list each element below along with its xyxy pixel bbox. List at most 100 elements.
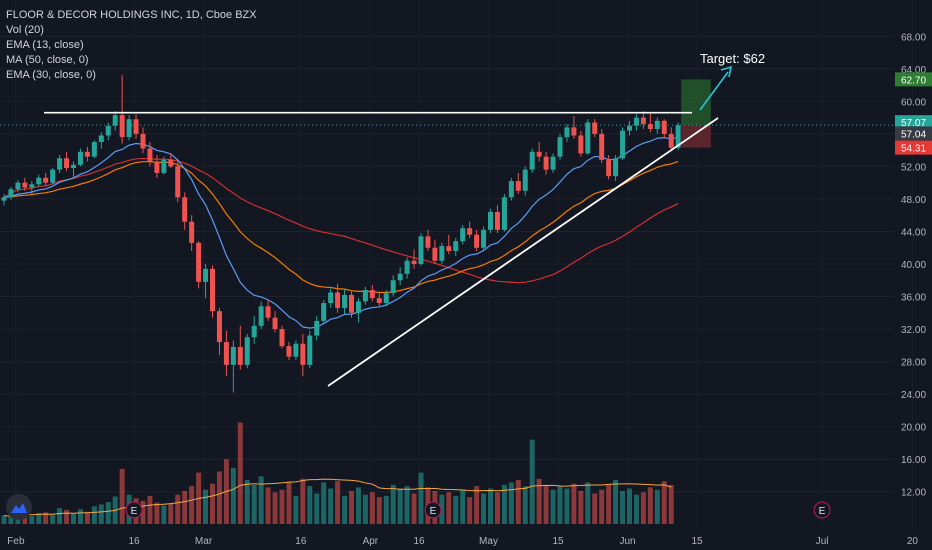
chart-legend: FLOOR & DECOR HOLDINGS INC, 1D, Cboe BZX…	[6, 8, 257, 83]
volume-bar	[1, 515, 7, 524]
volume-bar	[57, 508, 63, 524]
price-badge	[895, 126, 932, 141]
volume-bar	[8, 517, 14, 524]
volume-bar	[515, 480, 521, 524]
indicator-ma50[interactable]: MA (50, close, 0)	[6, 54, 89, 66]
candle-body	[29, 184, 35, 188]
candle-body	[675, 125, 681, 148]
price-axis[interactable]: 68.0064.0060.0056.0052.0048.0044.0040.00…	[901, 32, 926, 498]
candle-body	[654, 120, 660, 129]
volume-bar	[251, 484, 257, 524]
price-badge	[895, 140, 932, 155]
volume-bar	[244, 480, 250, 524]
candle-body	[126, 119, 132, 138]
candle-body	[647, 124, 653, 129]
volume-bar	[557, 486, 563, 524]
target-arrow-head-icon	[720, 65, 733, 78]
candle-body	[272, 317, 278, 330]
volume-bar	[620, 491, 626, 524]
candle-body	[314, 320, 320, 336]
candle-body	[460, 228, 466, 242]
volume-bar	[98, 504, 104, 524]
candle-body	[258, 306, 264, 326]
candle-body	[508, 181, 514, 198]
candle-body	[418, 236, 424, 264]
time-axis-label: 15	[691, 536, 703, 547]
candle-body	[439, 246, 445, 261]
candle-body	[620, 130, 626, 159]
candle-body	[668, 133, 674, 148]
price-axis-label: 36.00	[901, 293, 926, 304]
indicator-volume[interactable]: Vol (20)	[6, 24, 44, 36]
volume-bar	[453, 495, 459, 524]
price-axis-label: 60.00	[901, 97, 926, 108]
volume-bar	[474, 486, 480, 524]
candle-body	[189, 221, 195, 243]
volume-ma-line	[3, 478, 672, 517]
candle-body	[571, 127, 577, 136]
candle-body	[474, 234, 480, 248]
symbol-title[interactable]: FLOOR & DECOR HOLDINGS INC, 1D, Cboe BZX	[6, 9, 257, 21]
volume-bar	[564, 488, 570, 524]
volume-bar	[508, 482, 514, 524]
volume-bar	[418, 472, 424, 524]
volume-bar	[647, 487, 653, 524]
candle-body	[50, 169, 56, 183]
candle-body	[43, 177, 49, 183]
time-axis-label: 16	[295, 536, 307, 547]
candle-body	[488, 211, 493, 230]
time-axis-label: Apr	[363, 536, 379, 547]
candle-body	[661, 120, 667, 134]
volume-bar	[627, 488, 632, 524]
time-axis-label: Jul	[816, 536, 829, 547]
target-annotation[interactable]: Target: $62	[700, 51, 765, 66]
time-axis-label: Jun	[619, 536, 635, 547]
candle-body	[265, 306, 271, 318]
target-arrow-shaft	[699, 71, 729, 111]
volume-bar	[300, 478, 306, 524]
time-axis[interactable]: Feb16Mar16Apr16May15Jun15Jul20Aug1	[7, 536, 932, 547]
tradingview-logo-icon[interactable]	[6, 494, 32, 520]
volume-bar	[64, 509, 70, 524]
price-axis-label: 68.00	[901, 32, 926, 43]
candle-body	[98, 135, 104, 142]
price-badge-label: 62.70	[901, 75, 926, 86]
time-axis-label: 20	[907, 536, 919, 547]
candle-body	[390, 280, 396, 294]
volume-bar	[328, 488, 334, 524]
volume-bar	[522, 486, 528, 524]
candle-body	[36, 177, 42, 185]
price-axis-label: 48.00	[901, 195, 926, 206]
volume-bar	[71, 513, 76, 524]
volume-bar	[29, 516, 35, 524]
candle-body	[627, 125, 632, 131]
candle-body	[342, 294, 348, 308]
candle-body	[522, 169, 528, 191]
volume-bar	[105, 502, 111, 524]
candle-body	[57, 158, 63, 170]
candle-body	[328, 292, 334, 304]
volume-bar	[182, 491, 188, 524]
volume-bar	[154, 502, 160, 524]
volume-bar	[50, 514, 56, 524]
volume-bar	[321, 482, 327, 524]
candle-body	[64, 158, 70, 169]
candle-body	[22, 182, 28, 188]
price-axis-label: 44.00	[901, 227, 926, 238]
ma50-line	[3, 157, 679, 284]
indicator-ema13[interactable]: EMA (13, close)	[6, 39, 84, 51]
volume-bar	[439, 494, 445, 524]
candle-body	[515, 181, 521, 191]
candle-body	[446, 246, 452, 251]
ema13-line	[3, 136, 679, 329]
time-axis-label: 16	[128, 536, 140, 547]
price-badge-label: 57.07	[901, 118, 926, 129]
indicator-ema30[interactable]: EMA (30, close, 0)	[6, 69, 96, 81]
candle-body	[369, 290, 375, 299]
candle-body	[633, 117, 639, 126]
ascending-trendline	[327, 117, 719, 387]
time-axis-label: 16	[413, 536, 425, 547]
candle-body	[112, 115, 118, 126]
